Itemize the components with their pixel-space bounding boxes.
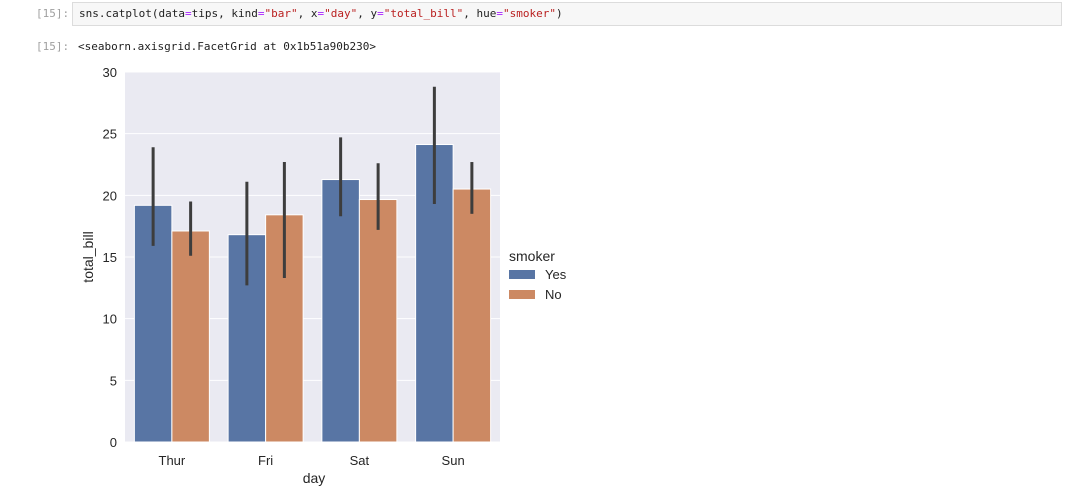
x-tick-labels: Thur Fri Sat Sun (159, 453, 465, 468)
y-tick-label: 0 (110, 435, 117, 450)
legend-label-no: No (545, 287, 562, 302)
y-tick-label: 20 (103, 188, 117, 203)
x-tick-label: Sat (350, 453, 370, 468)
bar-no-thur (171, 230, 210, 443)
bar-yes-sat (321, 179, 360, 443)
error-bars (151, 86, 474, 286)
legend: smoker Yes No (509, 248, 567, 302)
bars (133, 144, 492, 443)
y-tick-label: 5 (110, 373, 117, 388)
y-tick-label: 30 (103, 65, 117, 80)
legend-title: smoker (509, 248, 555, 264)
legend-swatch-yes (509, 270, 535, 279)
legend-swatch-no (509, 290, 535, 299)
output-repr: <seaborn.axisgrid.FacetGrid at 0x1b51a90… (78, 40, 377, 53)
y-axis-label: total_bill (80, 231, 96, 282)
code-line: sns.catplot(data=tips, kind="bar", x="da… (79, 7, 563, 20)
x-tick-label: Fri (258, 453, 273, 468)
y-tick-label: 25 (103, 127, 117, 142)
legend-label-yes: Yes (545, 267, 567, 282)
x-tick-label: Sun (442, 453, 465, 468)
y-tick-label: 15 (103, 250, 117, 265)
bar-no-sat (358, 199, 398, 443)
x-axis-label: day (303, 470, 326, 486)
output-prompt: [15]: (36, 40, 70, 53)
y-tick-label: 10 (103, 312, 117, 327)
x-tick-label: Thur (159, 453, 186, 468)
y-tick-labels: 0 5 10 15 20 25 30 (103, 65, 117, 450)
input-prompt: [15]: (36, 7, 70, 20)
code-input[interactable]: sns.catplot(data=tips, kind="bar", x="da… (72, 2, 1062, 26)
bar-no-sun (452, 188, 492, 443)
